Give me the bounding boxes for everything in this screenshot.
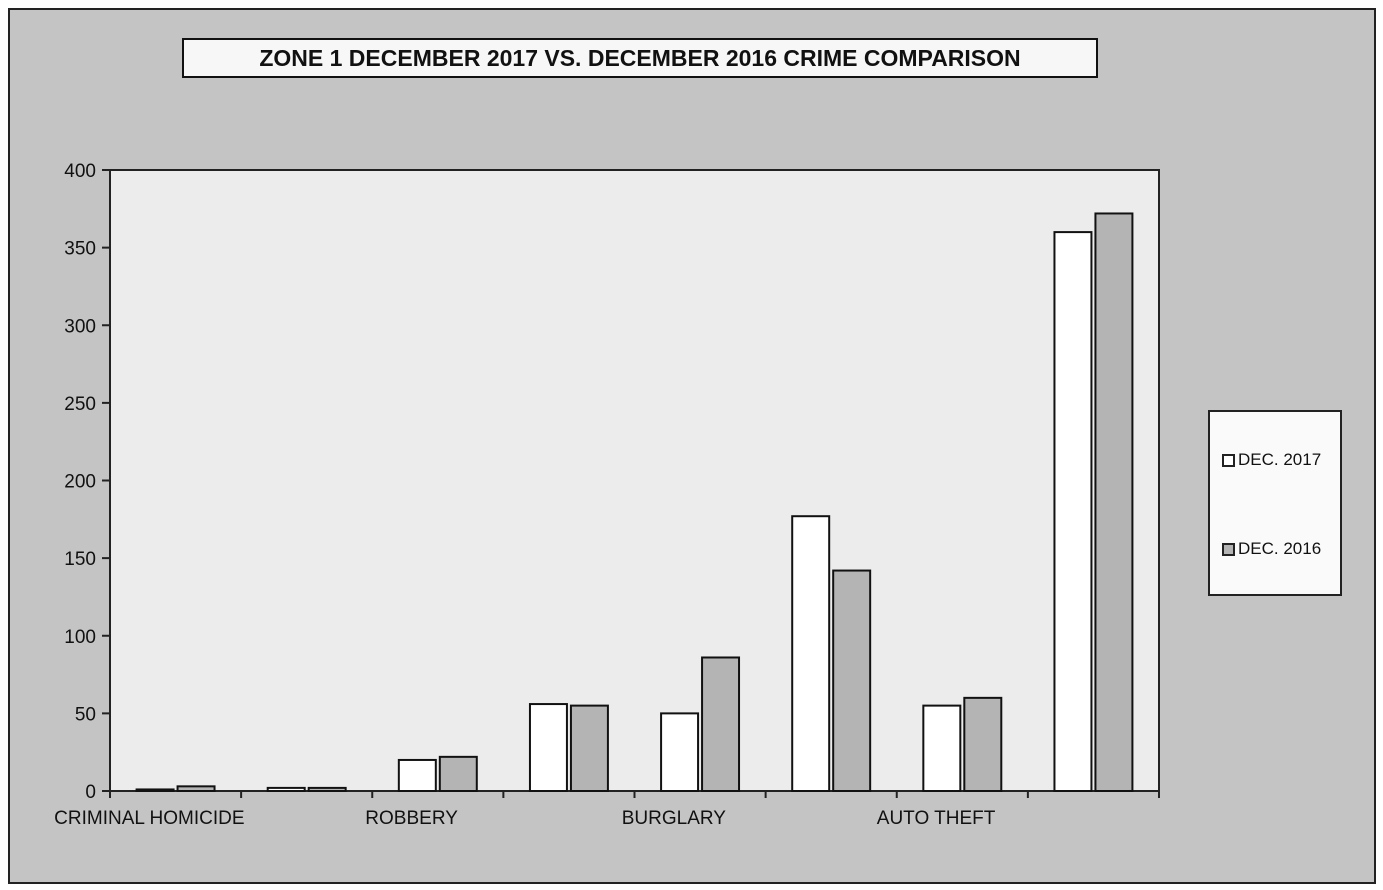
bar-dec-2017 bbox=[791, 515, 831, 793]
legend: DEC. 2017 DEC. 2016 bbox=[1208, 410, 1342, 596]
x-tick-labels: CRIMINAL HOMICIDE ROBBERY BURGLARY AUTO THE… bbox=[54, 808, 996, 829]
y-tick-label: 200 bbox=[64, 472, 96, 493]
legend-item-dec-2017: DEC. 2017 bbox=[1222, 450, 1321, 470]
y-tick-label: 400 bbox=[64, 161, 96, 182]
x-tick-label: ROBBERY bbox=[365, 808, 458, 829]
bars-group bbox=[135, 212, 1134, 793]
legend-label-dec-2016: DEC. 2016 bbox=[1238, 539, 1322, 558]
y-tick-label: 350 bbox=[64, 239, 96, 260]
y-tick-label: 300 bbox=[64, 316, 96, 337]
bar-dec-2016 bbox=[569, 704, 609, 792]
x-tick-label: BURGLARY bbox=[622, 808, 727, 829]
bar-dec-2017 bbox=[397, 758, 437, 793]
x-axis bbox=[109, 791, 1160, 798]
y-tick-label: 0 bbox=[85, 782, 96, 803]
plot-area bbox=[109, 169, 1160, 792]
bar-dec-2017 bbox=[1053, 231, 1093, 793]
y-axis: 0 50 100 150 200 250 300 350 400 bbox=[64, 161, 110, 803]
legend-swatch-dec-2017 bbox=[1222, 453, 1235, 467]
bar-dec-2017 bbox=[922, 704, 962, 792]
bar-dec-2016 bbox=[832, 569, 872, 792]
y-tick-label: 150 bbox=[64, 549, 96, 570]
bar-dec-2016 bbox=[176, 785, 216, 793]
bar-dec-2017 bbox=[135, 788, 175, 793]
y-tick-label: 50 bbox=[75, 704, 96, 725]
y-tick-label: 250 bbox=[64, 394, 96, 415]
chart-title: ZONE 1 DECEMBER 2017 VS. DECEMBER 2016 C… bbox=[182, 38, 1098, 78]
legend-swatch-dec-2016 bbox=[1222, 542, 1235, 556]
bar-dec-2016 bbox=[701, 656, 741, 792]
bar-dec-2017 bbox=[528, 703, 568, 792]
bar-dec-2017 bbox=[660, 712, 700, 792]
legend-item-dec-2016: DEC. 2016 bbox=[1222, 539, 1321, 559]
bar-dec-2016 bbox=[963, 696, 1003, 792]
bar-dec-2016 bbox=[438, 755, 478, 792]
bar-dec-2016 bbox=[307, 786, 347, 793]
bar-dec-2016 bbox=[1094, 212, 1134, 793]
legend-label-dec-2017: DEC. 2017 bbox=[1238, 450, 1322, 469]
x-tick-label: AUTO THEFT bbox=[877, 808, 996, 829]
y-tick-label: 100 bbox=[64, 627, 96, 648]
x-tick-label: CRIMINAL HOMICIDE bbox=[54, 808, 244, 829]
bar-dec-2017 bbox=[266, 786, 306, 793]
